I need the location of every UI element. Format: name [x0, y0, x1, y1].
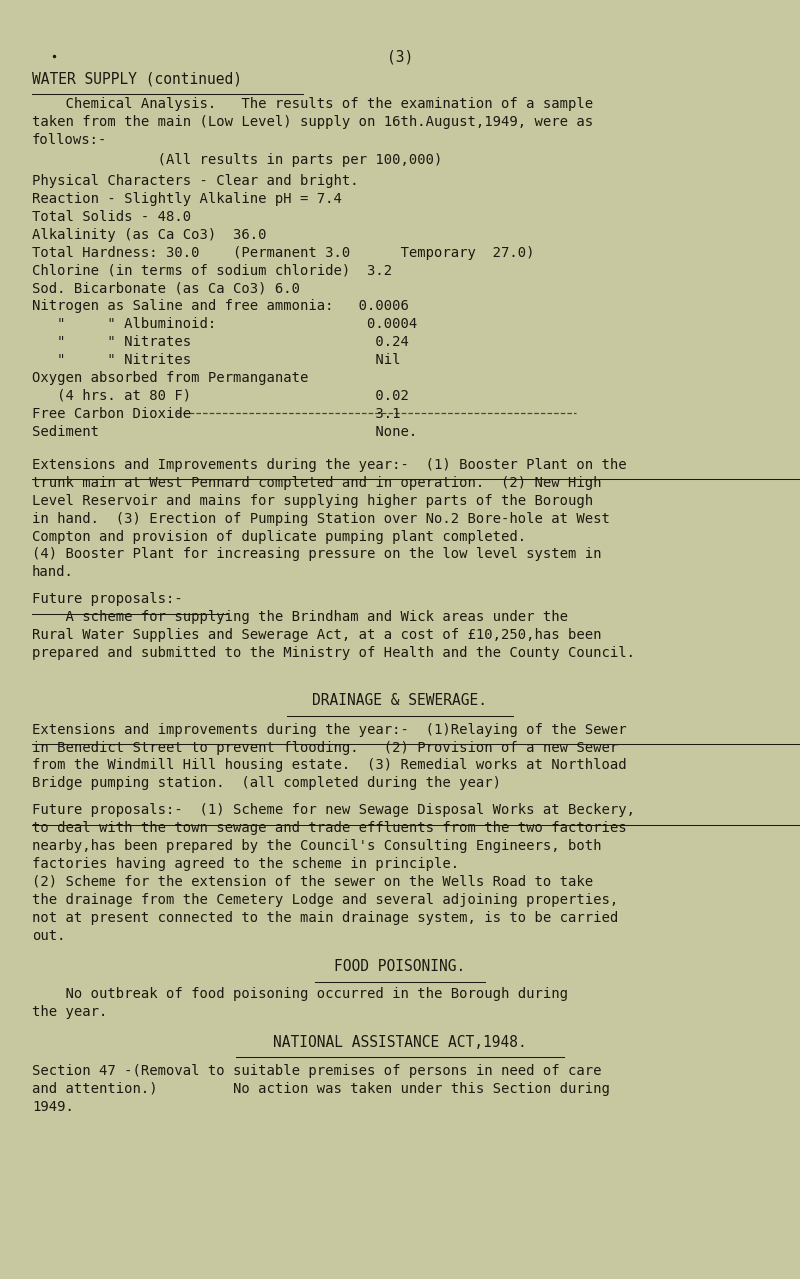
Text: Total Solids - 48.0: Total Solids - 48.0	[32, 210, 191, 224]
Text: Chemical Analysis.   The results of the examination of a sample: Chemical Analysis. The results of the ex…	[32, 97, 593, 111]
Text: NATIONAL ASSISTANCE ACT,1948.: NATIONAL ASSISTANCE ACT,1948.	[273, 1035, 527, 1050]
Text: out.: out.	[32, 929, 66, 943]
Text: (4) Booster Plant for increasing pressure on the low level system in: (4) Booster Plant for increasing pressur…	[32, 547, 602, 561]
Text: nearby,has been prepared by the Council's Consulting Engineers, both: nearby,has been prepared by the Council'…	[32, 839, 602, 853]
Text: follows:-: follows:-	[32, 133, 107, 147]
Text: in Benedict Street to prevent flooding.   (2) Provision of a new Sewer: in Benedict Street to prevent flooding. …	[32, 741, 618, 755]
Text: (All results in parts per 100,000): (All results in parts per 100,000)	[32, 153, 442, 168]
Text: factories having agreed to the scheme in principle.: factories having agreed to the scheme in…	[32, 857, 459, 871]
Text: Nitrogen as Saline and free ammonia:   0.0006: Nitrogen as Saline and free ammonia: 0.0…	[32, 299, 409, 313]
Text: A scheme for supplying the Brindham and Wick areas under the: A scheme for supplying the Brindham and …	[32, 610, 568, 624]
Text: and attention.)         No action was taken under this Section during: and attention.) No action was taken unde…	[32, 1082, 610, 1096]
Text: the year.: the year.	[32, 1005, 107, 1019]
Text: (2) Scheme for the extension of the sewer on the Wells Road to take: (2) Scheme for the extension of the sewe…	[32, 875, 593, 889]
Text: 1949.: 1949.	[32, 1100, 74, 1114]
Text: Sod. Bicarbonate (as Ca Co3) 6.0: Sod. Bicarbonate (as Ca Co3) 6.0	[32, 281, 300, 295]
Text: to deal with the town sewage and trade effluents from the two factories: to deal with the town sewage and trade e…	[32, 821, 626, 835]
Text: Physical Characters - Clear and bright.: Physical Characters - Clear and bright.	[32, 174, 358, 188]
Text: from the Windmill Hill housing estate.  (3) Remedial works at Northload: from the Windmill Hill housing estate. (…	[32, 758, 626, 773]
Text: Total Hardness: 30.0    (Permanent 3.0      Temporary  27.0): Total Hardness: 30.0 (Permanent 3.0 Temp…	[32, 246, 534, 260]
Text: Free Carbon Dioxide                      3.1: Free Carbon Dioxide 3.1	[32, 407, 401, 421]
Text: Bridge pumping station.  (all completed during the year): Bridge pumping station. (all completed d…	[32, 776, 501, 790]
Text: taken from the main (Low Level) supply on 16th.August,1949, were as: taken from the main (Low Level) supply o…	[32, 115, 593, 129]
Text: Level Reservoir and mains for supplying higher parts of the Borough: Level Reservoir and mains for supplying …	[32, 494, 593, 508]
Text: the drainage from the Cemetery Lodge and several adjoining properties,: the drainage from the Cemetery Lodge and…	[32, 893, 618, 907]
Text: WATER SUPPLY (continued): WATER SUPPLY (continued)	[32, 72, 242, 87]
Text: trunk main at West Pennard completed and in operation.  (2) New High: trunk main at West Pennard completed and…	[32, 476, 602, 490]
Text: FOOD POISONING.: FOOD POISONING.	[334, 959, 466, 975]
Text: No outbreak of food poisoning occurred in the Borough during: No outbreak of food poisoning occurred i…	[32, 987, 568, 1001]
Text: "     " Nitrites                      Nil: " " Nitrites Nil	[32, 353, 401, 367]
Text: (4 hrs. at 80 F)                      0.02: (4 hrs. at 80 F) 0.02	[32, 389, 409, 403]
Text: DRAINAGE & SEWERAGE.: DRAINAGE & SEWERAGE.	[313, 693, 487, 709]
Text: Oxygen absorbed from Permanganate: Oxygen absorbed from Permanganate	[32, 371, 308, 385]
Text: Future proposals:-: Future proposals:-	[32, 592, 182, 606]
Text: Future proposals:-  (1) Scheme for new Sewage Disposal Works at Beckery,: Future proposals:- (1) Scheme for new Se…	[32, 803, 635, 817]
Text: Compton and provision of duplicate pumping plant completed.: Compton and provision of duplicate pumpi…	[32, 530, 526, 544]
Text: Reaction - Slightly Alkaline pH = 7.4: Reaction - Slightly Alkaline pH = 7.4	[32, 192, 342, 206]
Text: Sediment                                 None.: Sediment None.	[32, 425, 418, 439]
Text: "     " Albuminoid:                  0.0004: " " Albuminoid: 0.0004	[32, 317, 418, 331]
Text: not at present connected to the main drainage system, is to be carried: not at present connected to the main dra…	[32, 911, 618, 925]
Text: Rural Water Supplies and Sewerage Act, at a cost of £10,250,has been: Rural Water Supplies and Sewerage Act, a…	[32, 628, 602, 642]
Text: hand.: hand.	[32, 565, 74, 579]
Text: Alkalinity (as Ca Co3)  36.0: Alkalinity (as Ca Co3) 36.0	[32, 228, 266, 242]
Text: Extensions and Improvements during the year:-  (1) Booster Plant on the: Extensions and Improvements during the y…	[32, 458, 626, 472]
Text: prepared and submitted to the Ministry of Health and the County Council.: prepared and submitted to the Ministry o…	[32, 646, 635, 660]
Text: (3): (3)	[387, 50, 413, 65]
Text: Extensions and improvements during the year:-  (1)Relaying of the Sewer: Extensions and improvements during the y…	[32, 723, 626, 737]
Text: Chlorine (in terms of sodium chloride)  3.2: Chlorine (in terms of sodium chloride) 3…	[32, 263, 392, 278]
Text: Section 47 -(Removal to suitable premises of persons in need of care: Section 47 -(Removal to suitable premise…	[32, 1064, 602, 1078]
Text: "     " Nitrates                      0.24: " " Nitrates 0.24	[32, 335, 409, 349]
Text: in hand.  (3) Erection of Pumping Station over No.2 Bore-hole at West: in hand. (3) Erection of Pumping Station…	[32, 512, 610, 526]
